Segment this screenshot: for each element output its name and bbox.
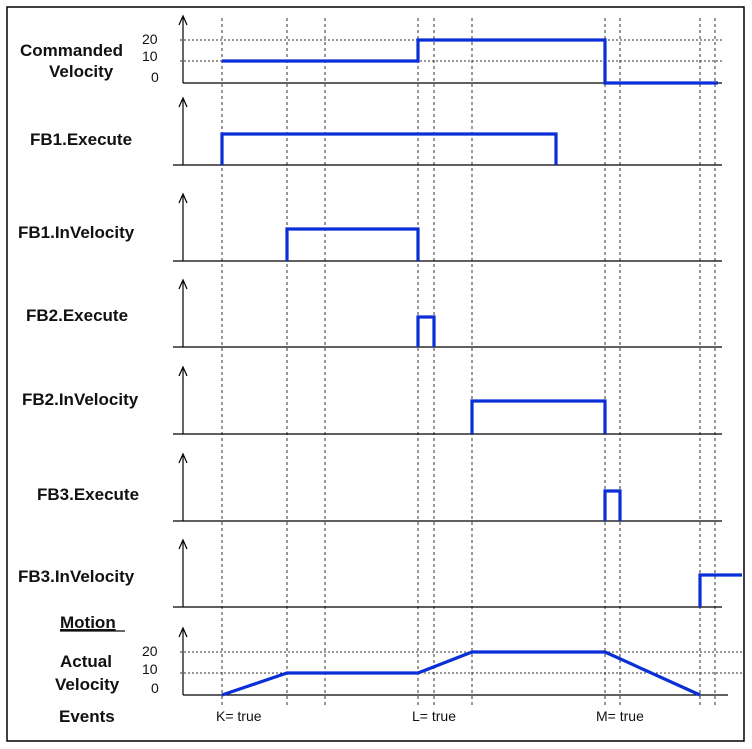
act-y-arrow-icon (178, 626, 188, 638)
fb1-execute-arrow-icon (178, 96, 188, 108)
fb1-invelocity-label: FB1.InVelocity (18, 223, 135, 242)
fb3-invelocity-arrow-icon (178, 538, 188, 550)
event-k: K= true (216, 708, 262, 724)
outer-border (6, 6, 745, 742)
event-l: L= true (412, 708, 456, 724)
fb2-execute-arrow-icon (178, 278, 188, 290)
commanded-label-line1: Commanded (20, 41, 123, 60)
event-gridlines (221, 18, 716, 705)
row-fb2-execute: FB2.Execute (26, 278, 722, 348)
cmd-y-arrow-icon (178, 14, 188, 26)
row-fb3-invelocity: FB3.InVelocity (18, 538, 742, 608)
row-fb3-execute: FB3.Execute (37, 452, 722, 522)
act-tick-10: 10 (142, 661, 158, 677)
row-actual-velocity: Actual Velocity 20 10 0 (55, 626, 745, 697)
fb2-execute-trace (416, 315, 436, 347)
cmd-tick-20: 20 (142, 31, 158, 47)
cmd-tick-0: 0 (151, 69, 159, 85)
fb1-invelocity-arrow-icon (178, 192, 188, 204)
actual-label-line1: Actual (60, 652, 112, 671)
row-fb1-execute: FB1.Execute (30, 96, 722, 166)
fb3-invelocity-trace (698, 573, 742, 607)
fb2-invelocity-trace (470, 399, 607, 434)
row-commanded-velocity: Commanded Velocity 20 10 0 (20, 14, 722, 85)
fb1-invelocity-trace (285, 227, 420, 261)
fb1-execute-trace (220, 132, 558, 165)
event-m: M= true (596, 708, 644, 724)
commanded-velocity-trace (222, 38, 718, 85)
fb1-execute-label: FB1.Execute (30, 130, 132, 149)
act-tick-20: 20 (142, 643, 158, 659)
cmd-tick-10: 10 (142, 48, 158, 64)
fb2-execute-label: FB2.Execute (26, 306, 128, 325)
row-fb1-invelocity: FB1.InVelocity (18, 192, 722, 262)
actual-velocity-trace (221, 650, 701, 697)
events-label: Events (59, 707, 115, 726)
actual-label-line2: Velocity (55, 675, 120, 694)
motion-heading: Motion (60, 613, 116, 632)
fb3-invelocity-label: FB3.InVelocity (18, 567, 135, 586)
fb2-invelocity-arrow-icon (178, 365, 188, 377)
fb3-execute-trace (603, 489, 622, 521)
act-tick-0: 0 (151, 680, 159, 696)
row-events: Events K= true L= true M= true (59, 707, 644, 726)
fb3-execute-label: FB3.Execute (37, 485, 139, 504)
row-fb2-invelocity: FB2.InVelocity (22, 365, 722, 435)
commanded-label-line2: Velocity (49, 62, 114, 81)
fb2-invelocity-label: FB2.InVelocity (22, 390, 139, 409)
fb3-execute-arrow-icon (178, 452, 188, 464)
